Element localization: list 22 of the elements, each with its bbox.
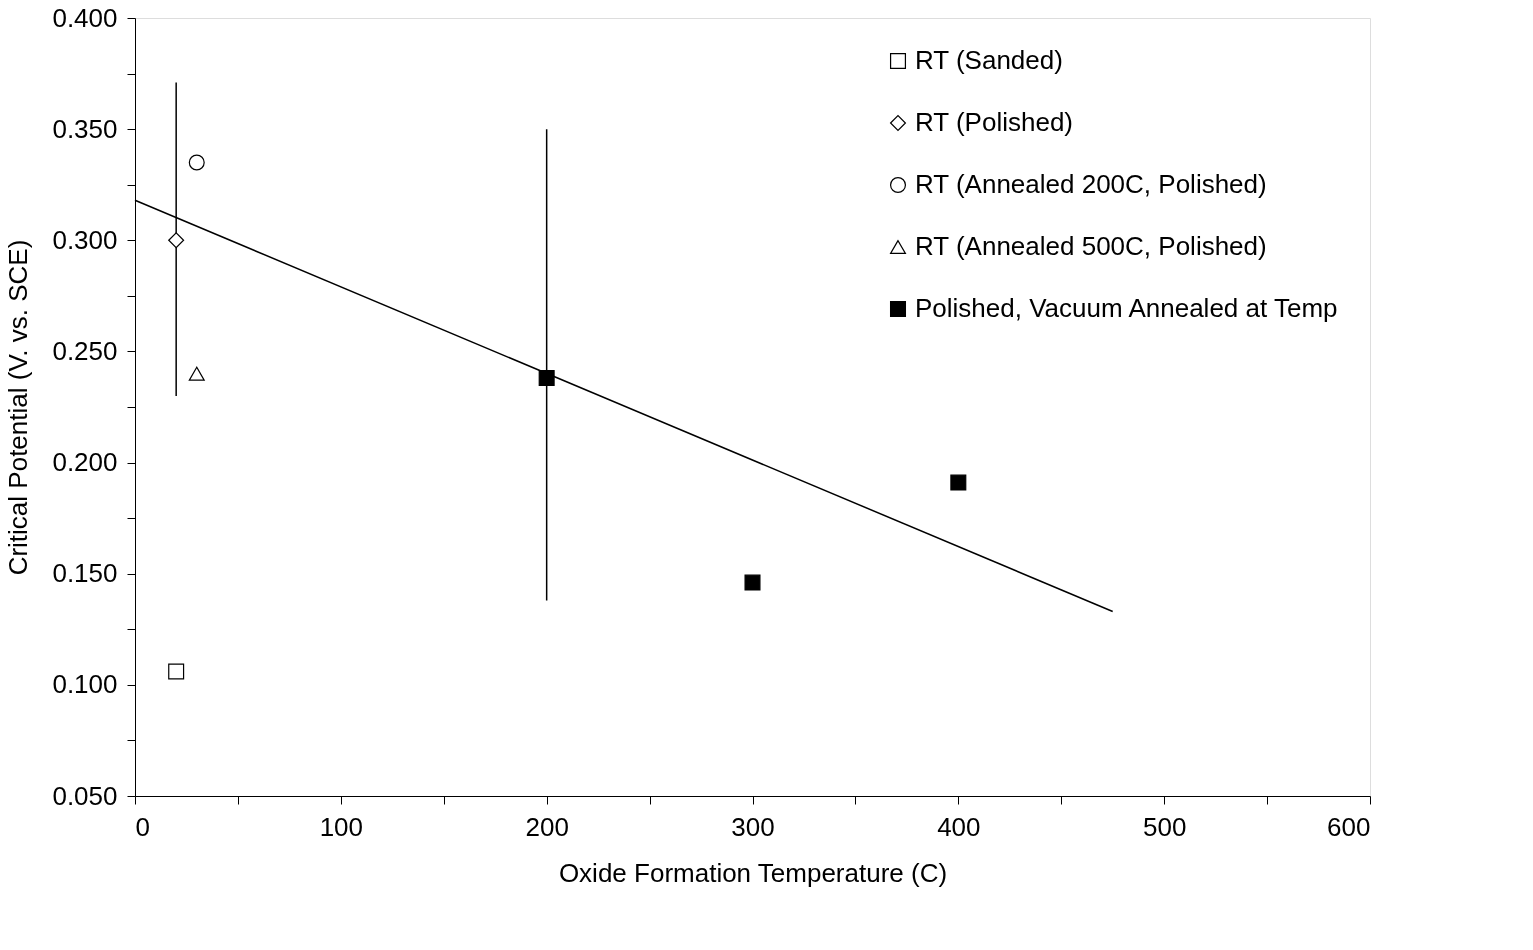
y-tick-label: 0.050	[52, 780, 118, 811]
y-axis-title: Critical Potential (V. vs. SCE)	[3, 239, 34, 576]
x-axis-title: Oxide Formation Temperature (C)	[558, 857, 948, 888]
x-tick-label: 100	[319, 811, 364, 842]
y-tick-label: 0.150	[52, 558, 118, 589]
x-tick-label: 200	[525, 811, 569, 842]
y-tick-label: 0.350	[52, 113, 118, 144]
x-tick-label: 400	[937, 811, 981, 842]
x-tick-label: 300	[731, 811, 775, 842]
y-tick-label: 0.200	[52, 447, 118, 478]
legend-label: Polished, Vacuum Annealed at Temp	[915, 293, 1338, 323]
y-tick-label: 0.300	[52, 224, 118, 255]
y-tick-label: 0.250	[52, 335, 118, 366]
legend-label: RT (Polished)	[915, 107, 1073, 137]
legend-label: RT (Annealed 200C, Polished)	[915, 169, 1267, 199]
x-tick-label: 600	[1327, 811, 1371, 842]
legend-label: RT (Sanded)	[915, 45, 1063, 75]
x-tick-label: 0	[135, 811, 150, 842]
legend-label: RT (Annealed 500C, Polished)	[915, 231, 1267, 261]
y-tick-label: 0.100	[52, 669, 118, 700]
x-tick-label: 500	[1142, 811, 1187, 842]
y-tick-label: 0.400	[52, 2, 118, 33]
